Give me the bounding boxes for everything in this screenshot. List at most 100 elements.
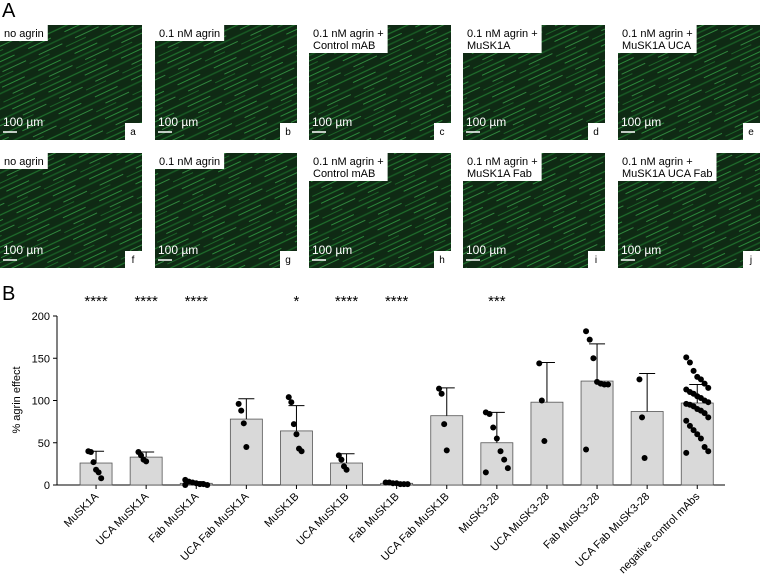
significance: **** bbox=[84, 293, 108, 310]
image-caption: Control mAB bbox=[313, 40, 375, 52]
data-point bbox=[686, 359, 693, 366]
data-point bbox=[486, 411, 493, 418]
data-point bbox=[298, 448, 305, 455]
image bbox=[0, 25, 142, 140]
scale-label: 100 µm bbox=[312, 115, 352, 129]
letter-box bbox=[588, 123, 605, 140]
data-point bbox=[504, 465, 511, 472]
data-point bbox=[404, 481, 411, 488]
image bbox=[155, 25, 297, 140]
x-tick-label: MuSK1A bbox=[62, 490, 102, 530]
micrograph: 0.1 nM agrin 100 µm g bbox=[155, 153, 297, 268]
image-letter: e bbox=[748, 127, 754, 138]
micrograph: 0.1 nM agrin +MuSK1A Fab 100 µm i bbox=[463, 153, 605, 268]
bar bbox=[280, 430, 313, 486]
bar bbox=[480, 442, 514, 486]
letter-box bbox=[280, 251, 297, 268]
image-caption: 0.1 nM agrin + bbox=[313, 156, 384, 168]
image-caption: no agrin bbox=[4, 28, 44, 40]
bar bbox=[580, 380, 614, 486]
image-letter: j bbox=[749, 255, 752, 266]
data-point bbox=[87, 449, 94, 456]
image-caption: MuSK1A bbox=[467, 40, 511, 52]
data-point bbox=[243, 443, 250, 450]
image-letter: h bbox=[439, 255, 445, 266]
error-bar bbox=[589, 343, 606, 382]
micrograph: 0.1 nM agrin +Control mAB 100 µm c bbox=[309, 25, 451, 140]
micrograph: no agrin 100 µm f bbox=[0, 153, 142, 268]
error-bar bbox=[639, 372, 656, 412]
image-caption: 0.1 nM agrin bbox=[159, 156, 220, 168]
data-point bbox=[501, 456, 508, 463]
data-point bbox=[705, 448, 712, 455]
micrograph: 0.1 nM agrin +MuSK1A 100 µm d bbox=[463, 25, 605, 140]
error-bar bbox=[538, 361, 555, 403]
caption-box bbox=[0, 25, 48, 41]
image-letter: i bbox=[595, 255, 597, 266]
letter-box bbox=[434, 123, 451, 140]
scale-label: 100 µm bbox=[466, 243, 506, 257]
bar bbox=[229, 418, 263, 486]
data-point bbox=[538, 397, 545, 404]
data-point bbox=[536, 360, 543, 367]
x-tick-label: UCA MuSK1A bbox=[94, 490, 152, 548]
data-point bbox=[683, 354, 690, 361]
bar bbox=[530, 401, 564, 486]
image-caption: 0.1 nM agrin + bbox=[622, 28, 693, 40]
image-caption: MuSK1A Fab bbox=[467, 168, 532, 180]
scale-label: 100 µm bbox=[158, 115, 198, 129]
data-point bbox=[701, 443, 708, 450]
data-point bbox=[490, 424, 497, 431]
data-point bbox=[343, 466, 350, 473]
x-tick-label: MuSK1B bbox=[262, 491, 301, 530]
data-point bbox=[441, 421, 448, 428]
y-tick-label: 0 bbox=[44, 480, 50, 492]
micrograph: 0.1 nM agrin 100 µm b bbox=[155, 25, 297, 140]
significance: * bbox=[294, 293, 300, 310]
caption-box bbox=[155, 153, 225, 169]
data-point bbox=[493, 435, 500, 442]
image-caption: no agrin bbox=[4, 156, 44, 168]
image-caption: 0.1 nM agrin + bbox=[467, 28, 538, 40]
bar bbox=[630, 411, 664, 486]
letter-box bbox=[125, 123, 142, 140]
data-point bbox=[583, 328, 590, 335]
image-letter: f bbox=[132, 255, 135, 266]
data-point bbox=[586, 336, 593, 343]
letter-box bbox=[125, 251, 142, 268]
image-letter: g bbox=[285, 255, 291, 266]
data-point bbox=[583, 446, 590, 453]
scale-label: 100 µm bbox=[3, 115, 43, 129]
image-caption: MuSK1A UCA bbox=[622, 40, 692, 52]
data-point bbox=[290, 421, 297, 428]
data-point bbox=[482, 469, 489, 476]
significance: **** bbox=[134, 293, 158, 310]
image-caption: Control mAB bbox=[313, 168, 375, 180]
caption-box bbox=[463, 153, 542, 181]
data-point bbox=[701, 410, 708, 417]
caption-box bbox=[309, 25, 388, 53]
data-point bbox=[436, 385, 443, 392]
image-caption: 0.1 nM agrin + bbox=[467, 156, 538, 168]
letter-box bbox=[743, 123, 760, 140]
x-tick-label: negative control mAbs bbox=[617, 490, 703, 576]
significance: **** bbox=[385, 293, 409, 310]
data-point bbox=[683, 449, 690, 456]
significance: *** bbox=[488, 293, 506, 310]
y-tick-label: 150 bbox=[32, 353, 50, 365]
x-tick-label: MuSK3-28 bbox=[457, 491, 502, 536]
data-point bbox=[701, 380, 708, 387]
data-point bbox=[590, 355, 597, 362]
x-tick-label: Fab MuSK1B bbox=[347, 491, 402, 546]
data-point bbox=[705, 399, 712, 406]
error-bar bbox=[238, 398, 255, 420]
data-point bbox=[690, 367, 697, 374]
data-point bbox=[639, 414, 646, 421]
micrograph: 0.1 nM agrin +Control mAB 100 µm h bbox=[309, 153, 451, 268]
scale-label: 100 µm bbox=[621, 243, 661, 257]
image-letter: a bbox=[130, 127, 136, 138]
letter-box bbox=[280, 123, 297, 140]
scale-label: 100 µm bbox=[466, 115, 506, 129]
data-point bbox=[697, 376, 704, 383]
image-caption: MuSK1A UCA Fab bbox=[622, 168, 713, 180]
